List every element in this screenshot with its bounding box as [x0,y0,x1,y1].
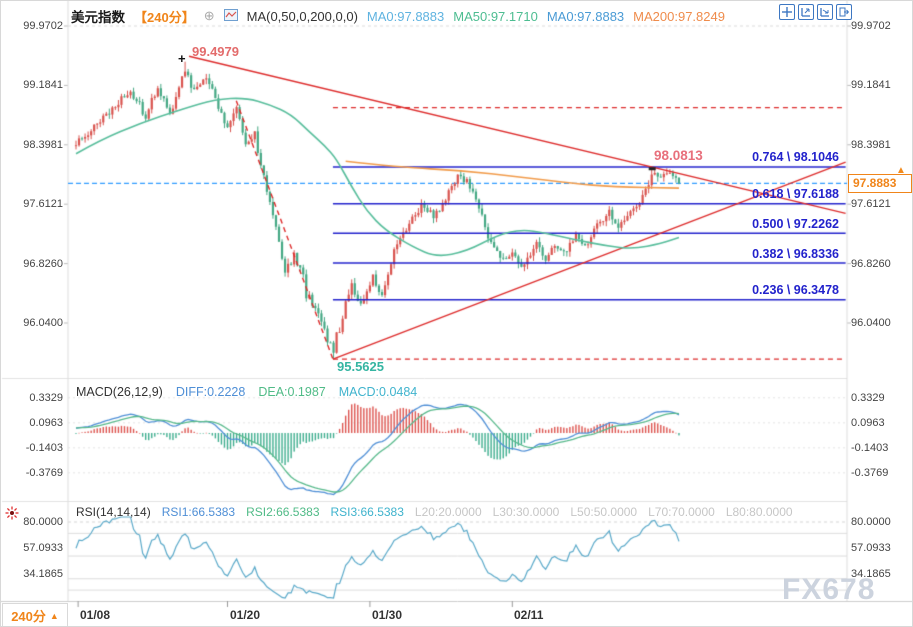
last-price-tag: 97.8883 [848,174,912,193]
chart-header: 美元指数 【240分】 ⊕ MA(0,50,0,200,0,0) MA0:97.… [71,6,725,26]
price-axis-right: 99.9702 [851,20,891,32]
watermark: FX678 [782,573,876,606]
rsi-axis-right: 80.0000 [851,516,891,528]
price-axis-left: 96.0400 [23,317,63,329]
rsi-l50-value: L50:50.0000 [570,505,638,519]
macd-axis-left: 0.0963 [29,417,63,429]
rsi-header: RSI(14,14,14) RSI1:66.5383 RSI2:66.5383 … [76,505,793,519]
price-up-arrow-icon: ▲ [896,165,906,176]
ma0-value: MA0:97.8883 [366,8,445,24]
fib-level-label[interactable]: 0.382 \ 96.8336 [752,247,839,261]
price-axis-right: 97.6121 [851,198,891,210]
price-axis-right: 96.0400 [851,317,891,329]
fib-level-label[interactable]: 0.500 \ 97.2262 [752,217,839,231]
rsi-l20-value: L20:20.0000 [414,505,482,519]
macd-dea-value: DEA:0.1987 [258,385,326,399]
date-tick-label: 02/11 [514,608,544,622]
fib-level-label[interactable]: 0.618 \ 97.6188 [752,187,839,201]
timeframe-label[interactable]: 【240分】 [134,9,195,25]
symbol-name: 美元指数 [71,10,125,25]
date-tick-label: 01/08 [80,608,111,622]
date-tick-label: 01/30 [372,608,403,622]
price-axis-left: 98.3981 [23,139,63,151]
fib-level-label[interactable]: 0.764 \ 98.1046 [752,150,839,164]
fib-level-label[interactable]: 0.236 \ 96.3478 [752,283,839,297]
rsi1-value: RSI1:66.5383 [161,505,236,519]
crosshair-icon[interactable] [779,4,795,20]
ma200-value: MA200:97.8249 [633,8,725,24]
macd-axis-right: 0.0963 [851,417,885,429]
rsi-axis-left: 57.0933 [23,542,63,554]
indicator-settings-icon[interactable] [5,506,19,525]
macd-title[interactable]: MACD(26,12,9) [76,385,163,399]
macd-hist-value: MACD:0.0484 [338,385,418,399]
price-axis-left: 99.1841 [23,79,63,91]
macd-axis-left: -0.1403 [25,442,63,454]
add-indicator-icon[interactable]: ⊕ [203,8,215,23]
ma50-value: MA50:97.1710 [453,8,538,24]
recent-high-label: 98.0813 [654,148,703,163]
rsi-l70-value: L70:70.0000 [648,505,715,519]
ma-settings[interactable]: MA(0,50,0,200,0,0) [246,8,358,24]
rsi-l80-value: L80:80.0000 [725,505,793,519]
macd-axis-right: 0.3329 [851,392,885,404]
rsi2-value: RSI2:66.5383 [246,505,320,519]
rsi-axis-left: 34.1865 [23,568,63,580]
rsi-axis-right: 34.1865 [851,568,891,580]
scale-y-axis-icon[interactable] [798,4,814,20]
swing-low-label: 95.5625 [337,359,384,374]
macd-axis-left: -0.3769 [25,467,63,479]
price-axis-right: 96.8260 [851,258,891,270]
period-selector-button[interactable]: 240分 ▲ [2,603,68,626]
price-axis-right: 99.1841 [851,79,891,91]
price-axis-right: 98.3981 [851,139,891,151]
macd-diff-value: DIFF:0.2228 [175,385,246,399]
pop-out-icon[interactable] [836,4,852,20]
macd-header: MACD(26,12,9) DIFF:0.2228 DEA:0.1987 MAC… [76,385,417,399]
ma0-value-2: MA0:97.8883 [546,8,625,24]
rsi-axis-right: 57.0933 [851,542,891,554]
period-selector-label: 240分 [11,609,46,624]
price-axis-left: 96.8260 [23,258,63,270]
rsi3-value: RSI3:66.5383 [330,505,404,519]
scale-x-axis-icon[interactable] [817,4,833,20]
period-dropdown-arrow-icon: ▲ [49,610,59,621]
macd-axis-left: 0.3329 [29,392,63,404]
macd-axis-right: -0.1403 [851,442,889,454]
rsi-l30-value: L30:30.0000 [492,505,560,519]
rsi-title[interactable]: RSI(14,14,14) [76,505,151,519]
macd-axis-right: -0.3769 [851,467,889,479]
ma-chart-icon [223,8,238,24]
rsi-axis-left: 80.0000 [23,516,63,528]
swing-high-label: 99.4979 [192,44,239,59]
price-axis-left: 99.9702 [23,20,63,32]
date-tick-label: 01/20 [230,608,261,622]
price-axis-left: 97.6121 [23,198,63,210]
chart-toolbar [779,4,852,20]
swing-high-cross-marker: + [178,51,186,66]
